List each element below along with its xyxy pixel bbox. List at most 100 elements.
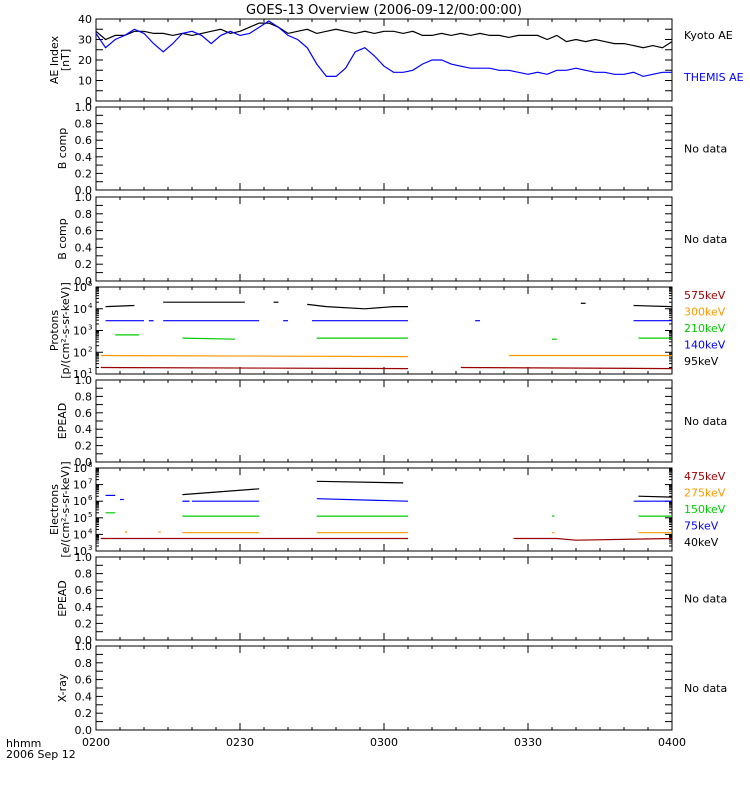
y-tick-label: 0.6: [75, 225, 93, 238]
panel-epead2: 0.0 0.2 0.4 0.6 0.8 1.0 EPEAD No data: [56, 551, 727, 647]
panel-frame: [95, 106, 673, 191]
y-tick-exponent: 8: [88, 461, 92, 469]
y-tick-label: 1.0: [75, 374, 93, 387]
y-tick-label: 0.0: [75, 634, 93, 647]
panel-bcomp1: 0.0 0.2 0.4 0.6 0.8 1.0 B comp No data: [56, 101, 727, 197]
y-axis-label: [e/(cm²-s-sr-keV)]: [59, 461, 72, 557]
panel-xray: 0.0 0.2 0.4 0.6 0.8 1.0 X-ray No data: [56, 640, 727, 737]
y-tick-label: 10: [78, 75, 92, 88]
y-tick-label: 10: [73, 325, 87, 338]
legend-entry: 40keV: [684, 536, 719, 549]
panel-frame: [95, 556, 673, 641]
x-tick-label: 0230: [226, 736, 254, 749]
y-axis-label: Electrons: [48, 484, 61, 535]
x-tick-label: 0300: [370, 736, 398, 749]
panels-group: 0 10 20 30 40 AE Index[nT] Kyoto AE THEMIS AE 0.…: [48, 13, 744, 749]
y-axis-label: AE Index: [48, 35, 61, 84]
y-tick-label: 0.8: [75, 657, 93, 670]
y-tick-label: 0.6: [75, 134, 93, 147]
y-tick-label: 40: [78, 13, 92, 26]
y-tick-label: 0.4: [75, 151, 93, 164]
y-tick-exponent: 1: [88, 367, 92, 375]
y-tick-label: 10: [73, 462, 87, 475]
series-475kev-line: [513, 537, 673, 541]
y-tick-label: 1.0: [75, 191, 93, 204]
y-axis-label: B comp: [56, 218, 69, 260]
y-tick-label: 10: [73, 368, 87, 381]
y-tick-label: 0.2: [75, 167, 93, 180]
x-tick-label: 0330: [514, 736, 542, 749]
series-75kev-line: [316, 498, 409, 502]
y-tick-label: 1.0: [75, 640, 93, 653]
panel-frame: [95, 196, 673, 282]
legend-entry: 475keV: [684, 470, 726, 483]
y-axis-label: EPEAD: [56, 580, 69, 617]
y-tick-label: 0.8: [75, 118, 93, 131]
series-575kev-line: [100, 366, 409, 370]
y-tick-label: 0.2: [75, 617, 93, 630]
no-data-note: No data: [684, 593, 727, 606]
y-tick-label: 10: [73, 512, 87, 525]
y-tick-exponent: 6: [88, 494, 93, 502]
legend-entry: 140keV: [684, 339, 726, 352]
y-tick-label: 0.8: [75, 568, 93, 581]
y-tick-label: 10: [73, 346, 87, 359]
y-tick-label: 0.0: [75, 456, 93, 469]
series-300kev-line: [100, 354, 409, 358]
y-tick-label: 10: [73, 281, 87, 294]
x-tick-label: 0200: [82, 736, 110, 749]
panel-frame: [95, 286, 673, 375]
y-axis-label: EPEAD: [56, 403, 69, 440]
panel-frame: [95, 645, 673, 731]
no-data-note: No data: [684, 233, 727, 246]
y-tick-exponent: 3: [88, 544, 92, 552]
y-tick-label: 1.0: [75, 551, 93, 564]
legend-entry: THEMIS AE: [683, 71, 744, 84]
y-axis-label: [nT]: [59, 49, 72, 71]
legend-entry: 575keV: [684, 289, 726, 302]
y-tick-exponent: 5: [88, 511, 92, 519]
y-tick-label: 10: [73, 545, 87, 558]
y-tick-label: 1.0: [75, 101, 93, 114]
no-data-note: No data: [684, 415, 727, 428]
y-axis-label: [p/(cm²-s-sr-keV)]: [59, 282, 72, 379]
y-tick-label: 10: [73, 495, 87, 508]
y-tick-label: 0.8: [75, 208, 93, 221]
series-95kev-line: [105, 304, 135, 308]
y-tick-label: 30: [78, 34, 92, 47]
series-95kev-line: [633, 304, 673, 308]
y-axis-label: B comp: [56, 128, 69, 170]
y-tick-exponent: 4: [88, 302, 93, 310]
y-tick-label: 0.0: [75, 184, 93, 197]
panel-epead1: 0.0 0.2 0.4 0.6 0.8 1.0 EPEAD No data: [56, 374, 727, 469]
y-tick-exponent: 3: [88, 324, 92, 332]
y-tick-label: 0.4: [75, 690, 93, 703]
legend-entry: Kyoto AE: [684, 29, 733, 42]
y-tick-exponent: 7: [88, 478, 92, 486]
legend-entry: 275keV: [684, 487, 726, 500]
panel-ae: 0 10 20 30 40 AE Index[nT] Kyoto AE THEMIS AE: [48, 13, 744, 108]
y-tick-label: 0.4: [75, 423, 93, 436]
legend-entry: 210keV: [684, 322, 726, 335]
legend-entry: 150keV: [684, 503, 726, 516]
y-tick-exponent: 2: [88, 345, 92, 353]
no-data-note: No data: [684, 682, 727, 695]
y-tick-exponent: 5: [88, 280, 92, 288]
series-kyoto-ae-line: [95, 22, 673, 49]
series-210kev-line: [182, 337, 236, 340]
series-40kev-line: [182, 488, 260, 496]
y-tick-label: 0.6: [75, 407, 93, 420]
panel-bcomp2: 0.0 0.2 0.4 0.6 0.8 1.0 B comp No data: [56, 191, 727, 288]
y-tick-label: 10: [73, 303, 87, 316]
series-95kev-line: [307, 303, 408, 310]
y-tick-label: 0.6: [75, 674, 93, 687]
legend-entry: 75keV: [684, 520, 719, 533]
series-themis-ae-line: [95, 20, 672, 78]
x-tick-label: 0400: [658, 736, 686, 749]
y-tick-label: 0.8: [75, 390, 93, 403]
y-axis-label: Protons: [48, 310, 61, 351]
y-tick-label: 20: [78, 54, 92, 67]
